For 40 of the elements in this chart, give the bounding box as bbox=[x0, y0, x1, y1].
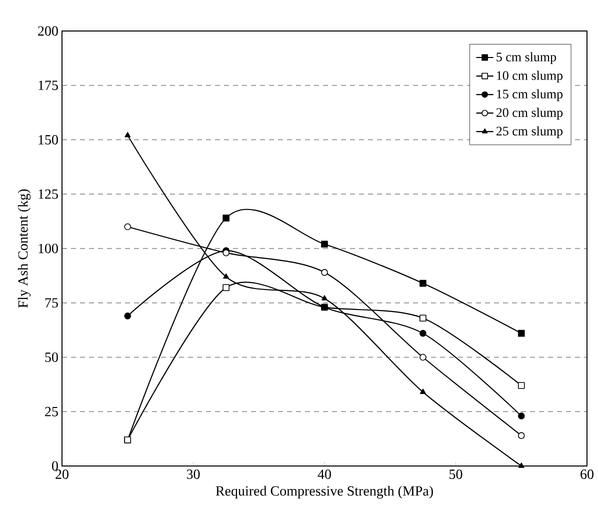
point bbox=[124, 312, 132, 320]
y-tick-label: 25 bbox=[45, 406, 58, 416]
legend-label: 10 cm slump bbox=[497, 70, 563, 83]
point bbox=[223, 273, 230, 279]
legend-label: 20 cm slump bbox=[496, 108, 563, 120]
point bbox=[518, 462, 524, 468]
y-tick-label: 100 bbox=[38, 244, 58, 254]
point bbox=[420, 388, 426, 394]
point bbox=[518, 432, 525, 439]
y-tick-label: 50 bbox=[45, 352, 58, 362]
legend-label: 15 cm slump bbox=[497, 89, 563, 102]
point bbox=[124, 223, 132, 230]
point bbox=[518, 412, 525, 420]
point bbox=[420, 280, 426, 287]
x-tick-label: 30 bbox=[186, 470, 200, 479]
point bbox=[420, 330, 426, 337]
x-axis-title: Required Compressive Strength (MPa) bbox=[216, 486, 433, 499]
x-tick-label: 60 bbox=[580, 470, 594, 479]
point bbox=[518, 330, 525, 337]
y-tick-label: 75 bbox=[45, 298, 58, 308]
y-tick-label: 200 bbox=[38, 26, 58, 36]
x-tick-label: 50 bbox=[450, 470, 462, 479]
point bbox=[321, 240, 328, 248]
point bbox=[420, 354, 426, 361]
point bbox=[321, 269, 328, 276]
y-tick-label: 175 bbox=[38, 80, 58, 90]
y-tick-label: 150 bbox=[38, 135, 58, 144]
point bbox=[222, 284, 230, 292]
legend-label: 5 cm slump bbox=[496, 52, 556, 64]
point bbox=[222, 214, 230, 222]
point bbox=[420, 314, 426, 322]
x-tick-label: 20 bbox=[56, 470, 68, 479]
y-tick-label: 0 bbox=[52, 461, 58, 471]
point bbox=[124, 132, 131, 138]
y-tick-label: 125 bbox=[38, 189, 58, 199]
y-axis-title: Fly Ash Content (kg) bbox=[18, 189, 31, 308]
legend-label: 25 cm slump bbox=[496, 126, 563, 138]
point bbox=[322, 295, 328, 300]
point bbox=[518, 382, 525, 389]
x-tick-label: 40 bbox=[318, 470, 331, 479]
